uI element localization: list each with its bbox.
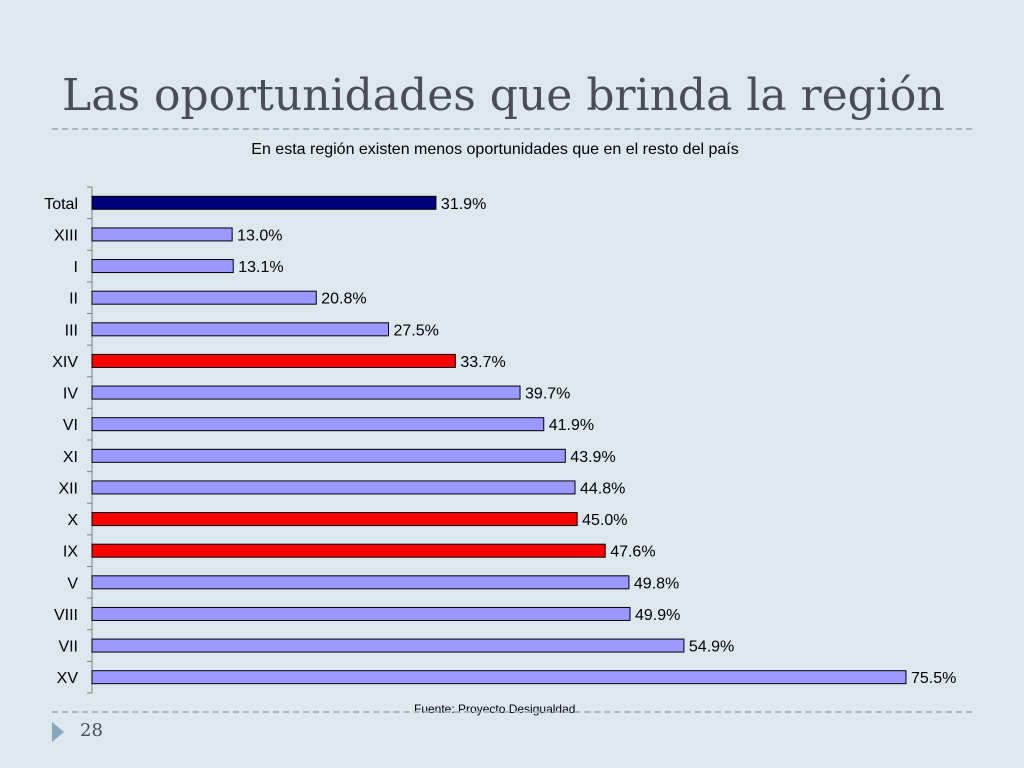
- bar-xii: [91, 480, 576, 495]
- category-label: Total: [44, 196, 78, 213]
- value-label: 47.6%: [610, 544, 655, 561]
- bar-xiv: [91, 353, 456, 368]
- value-label: 54.9%: [689, 639, 734, 656]
- category-label: XIII: [54, 227, 78, 244]
- bar-total: [91, 195, 437, 210]
- bar-ix: [91, 543, 606, 558]
- value-label: 49.8%: [634, 575, 679, 592]
- category-label: XIV: [52, 354, 78, 371]
- value-label: 13.0%: [237, 227, 282, 244]
- chart-bars: [91, 195, 907, 685]
- bar-iii: [91, 322, 389, 337]
- value-label: 13.1%: [238, 259, 283, 276]
- title-divider: [52, 128, 972, 130]
- chart-source: Fuente: Proyecto Desigualdad.: [414, 702, 579, 716]
- bar-x: [91, 512, 578, 527]
- value-label: 33.7%: [460, 354, 505, 371]
- category-label: IX: [63, 544, 78, 561]
- category-label: IV: [63, 386, 78, 403]
- bar-ii: [91, 290, 317, 305]
- category-label: XI: [63, 449, 78, 466]
- category-label: XV: [57, 670, 79, 687]
- slide-title: Las oportunidades que brinda la región: [62, 70, 945, 121]
- footer-divider: [52, 711, 972, 713]
- chart-axis: [87, 186, 93, 694]
- bar-i: [91, 259, 234, 274]
- bar-vi: [91, 417, 545, 432]
- bar-xiii: [91, 227, 233, 242]
- value-label: 20.8%: [321, 291, 366, 308]
- category-label: VIII: [54, 607, 78, 624]
- value-label: 39.7%: [525, 386, 570, 403]
- value-label: 43.9%: [570, 449, 615, 466]
- value-label: 27.5%: [393, 322, 438, 339]
- value-label: 41.9%: [549, 417, 594, 434]
- bar-v: [91, 575, 630, 590]
- category-label: VI: [63, 417, 78, 434]
- value-label: 45.0%: [582, 512, 627, 529]
- value-labels: 31.9% 13.0% 13.1% 20.8% 27.5% 33.7% 39.7% 41.9%…: [237, 196, 956, 687]
- category-label: II: [69, 291, 78, 308]
- category-label: X: [67, 512, 78, 529]
- category-label: XII: [58, 480, 78, 497]
- category-label: V: [67, 575, 78, 592]
- page-number: 28: [80, 720, 103, 741]
- category-label: I: [74, 259, 78, 276]
- bar-xv: [91, 670, 907, 685]
- value-label: 75.5%: [911, 670, 956, 687]
- bar-iv: [91, 385, 521, 400]
- category-label: VII: [58, 639, 78, 656]
- value-label: 44.8%: [580, 480, 625, 497]
- bar-viii: [91, 606, 631, 621]
- bar-xi: [91, 448, 566, 463]
- value-label: 49.9%: [635, 607, 680, 624]
- page-marker-icon: [52, 722, 64, 742]
- category-label: III: [65, 322, 78, 339]
- bar-vii: [91, 638, 685, 653]
- value-label: 31.9%: [441, 196, 486, 213]
- chart-subtitle: En esta región existen menos oportunidad…: [251, 141, 739, 158]
